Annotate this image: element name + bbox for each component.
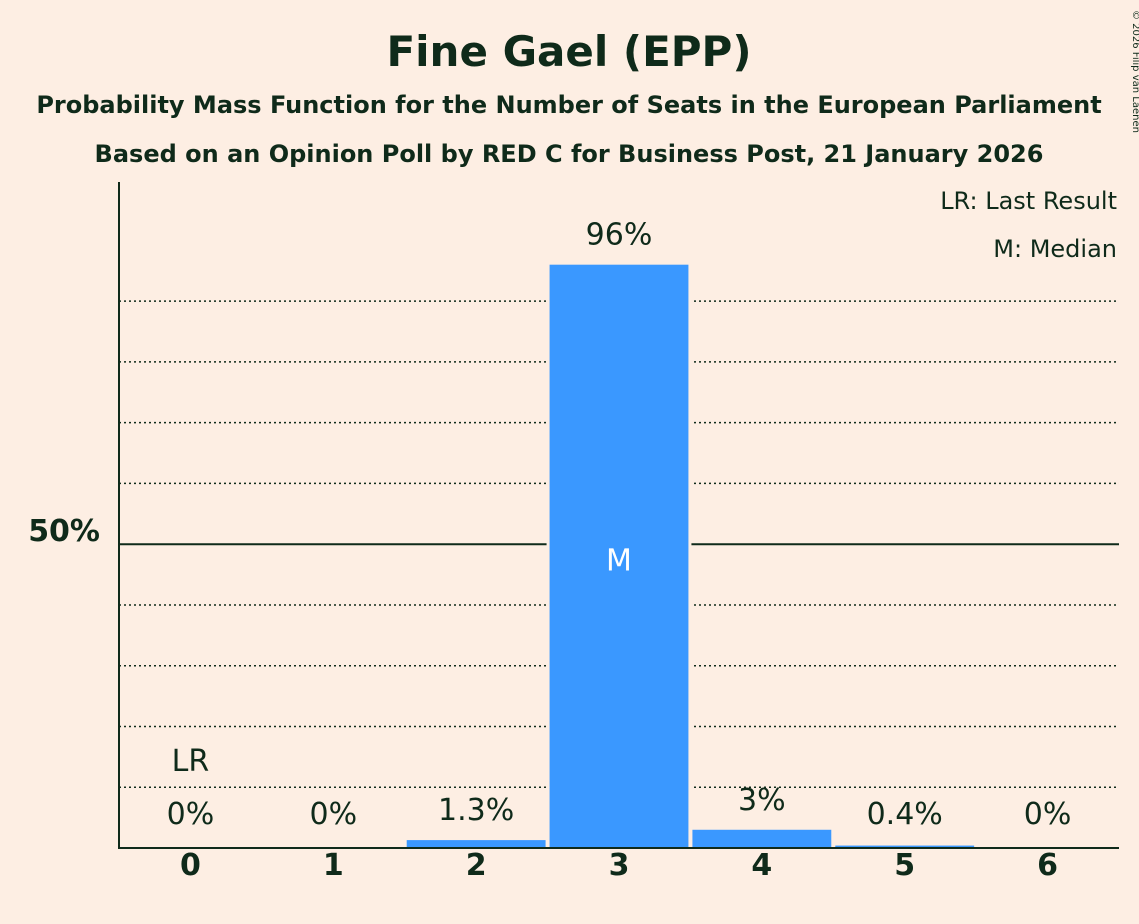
bar-halo — [832, 842, 978, 848]
value-label-4: 3% — [738, 783, 786, 818]
value-label-0: 0% — [167, 797, 215, 832]
value-label-1: 0% — [309, 797, 357, 832]
x-tick-3: 3 — [609, 848, 630, 883]
bars — [403, 261, 978, 849]
x-tick-2: 2 — [466, 848, 487, 883]
copyright-notice: © 2026 Filip van Laenen — [1130, 10, 1139, 133]
x-tick-0: 0 — [180, 848, 201, 883]
chart-subtitle-2: Based on an Opinion Poll by RED C for Bu… — [95, 140, 1044, 168]
value-label-5: 0.4% — [867, 797, 943, 832]
y-tick-label: 50% — [28, 514, 100, 549]
x-tick-6: 6 — [1037, 848, 1058, 883]
legend-last-result: LR: Last Result — [940, 187, 1117, 215]
value-labels: 0% LR 0% 1.3% 96% M 3% 0.4% 0% — [167, 218, 1072, 832]
legend-median: M: Median — [993, 235, 1117, 263]
median-marker: M — [606, 543, 632, 578]
x-tick-1: 1 — [323, 848, 344, 883]
chart-subtitle-1: Probability Mass Function for the Number… — [36, 91, 1101, 119]
value-label-6: 0% — [1024, 797, 1072, 832]
chart-title: Fine Gael (EPP) — [386, 27, 751, 76]
x-tick-5: 5 — [894, 848, 915, 883]
bar-4 — [692, 829, 832, 848]
value-label-2: 1.3% — [438, 793, 514, 828]
bar-3 — [549, 264, 689, 849]
x-tick-4: 4 — [751, 848, 772, 883]
bar-5 — [835, 845, 975, 848]
value-label-3: 96% — [586, 218, 653, 253]
x-ticks: 0 1 2 3 4 5 6 — [180, 848, 1058, 883]
bar-2 — [406, 840, 546, 848]
last-result-marker: LR — [172, 744, 210, 779]
